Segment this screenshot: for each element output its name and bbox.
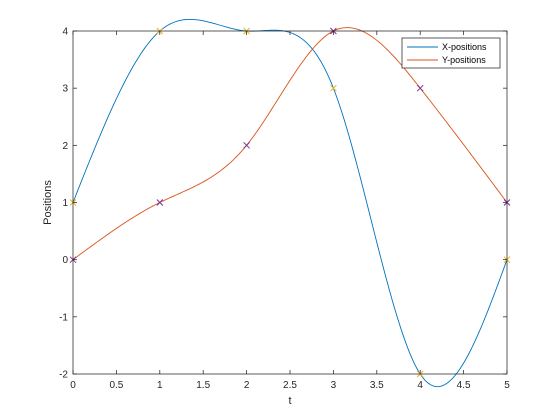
x-tick-label: 0: [70, 380, 76, 391]
y-tick-label: -1: [59, 312, 68, 323]
x-tick-label: 1.5: [196, 380, 210, 391]
y-tick-label: -2: [59, 370, 68, 381]
x-axis-label: t: [288, 395, 291, 407]
x-tick-label: 3: [331, 380, 337, 391]
y-axis-label: Positions: [42, 180, 54, 225]
ticks-layer: 0 0.5 1 1.5 2 2.5 3 3.5 4 4.5 5 -2 -1 0 1 2 3 4: [59, 27, 510, 392]
x-tick-label: 2: [244, 380, 250, 391]
y-tick-label: 3: [62, 84, 68, 95]
x-tick-label: 4.5: [457, 380, 471, 391]
data-point-y-positions: [243, 141, 250, 149]
data-point-y-positions: [156, 199, 164, 206]
y-tick-label: 2: [62, 141, 68, 152]
y-tick-label: 1: [62, 198, 68, 209]
legend-label-x-positions: X-positions: [442, 42, 487, 52]
data-point-y-positions: [416, 84, 424, 92]
series-line-y-positions: [72, 27, 508, 261]
axes-background: [73, 31, 507, 374]
x-tick-label: 3.5: [370, 380, 384, 391]
legend-label-y-positions: Y-positions: [442, 55, 486, 65]
x-tick-label: 2.5: [283, 380, 297, 391]
y-tick-label: 4: [62, 27, 68, 38]
x-tick-label: 4: [417, 380, 423, 391]
y-tick-label: 0: [62, 255, 68, 266]
legend-box: [401, 37, 501, 69]
x-tick-label: 1: [157, 380, 163, 391]
x-tick-label: 0.5: [109, 380, 123, 391]
x-tick-label: 5: [504, 380, 510, 391]
legend: X-positions Y-positions: [401, 37, 501, 69]
data-point-x-positions: [330, 84, 337, 92]
